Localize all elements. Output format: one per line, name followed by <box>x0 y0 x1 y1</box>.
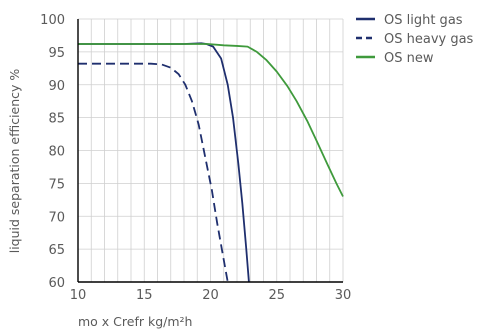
x-tick-label: 10 <box>70 288 87 303</box>
x-tick-label: 15 <box>136 288 153 303</box>
legend-label: OS heavy gas <box>384 32 474 47</box>
y-tick-label: 65 <box>48 243 65 258</box>
y-tick-label: 85 <box>48 112 65 127</box>
y-tick-label: 90 <box>48 79 65 94</box>
axes <box>77 19 343 283</box>
legend-label: OS new <box>384 51 434 66</box>
y-tick-label: 70 <box>48 210 65 225</box>
x-tick-labels: 10 15 20 25 30 <box>70 288 352 303</box>
x-tick-label: 25 <box>268 288 285 303</box>
y-tick-label: 95 <box>48 46 65 61</box>
series-line-2 <box>78 43 344 197</box>
grid <box>77 18 344 283</box>
y-tick-label: 75 <box>48 177 65 192</box>
legend: OS light gas OS heavy gas OS new <box>356 13 474 66</box>
series-line-1 <box>78 62 229 283</box>
legend-label: OS light gas <box>384 13 463 28</box>
y-tick-label: 80 <box>48 145 65 160</box>
x-axis-label: mo x Crefr kg/m²h <box>78 314 192 329</box>
series-lines <box>78 42 344 283</box>
y-axis-label: liquid separation efficiency % <box>7 69 22 254</box>
series-line-0 <box>78 42 250 283</box>
y-tick-labels: 60 65 70 75 80 85 90 95 100 <box>40 13 65 291</box>
x-tick-label: 30 <box>335 288 352 303</box>
x-tick-label: 20 <box>202 288 219 303</box>
y-tick-label: 60 <box>48 276 65 291</box>
y-tick-label: 100 <box>40 13 65 28</box>
